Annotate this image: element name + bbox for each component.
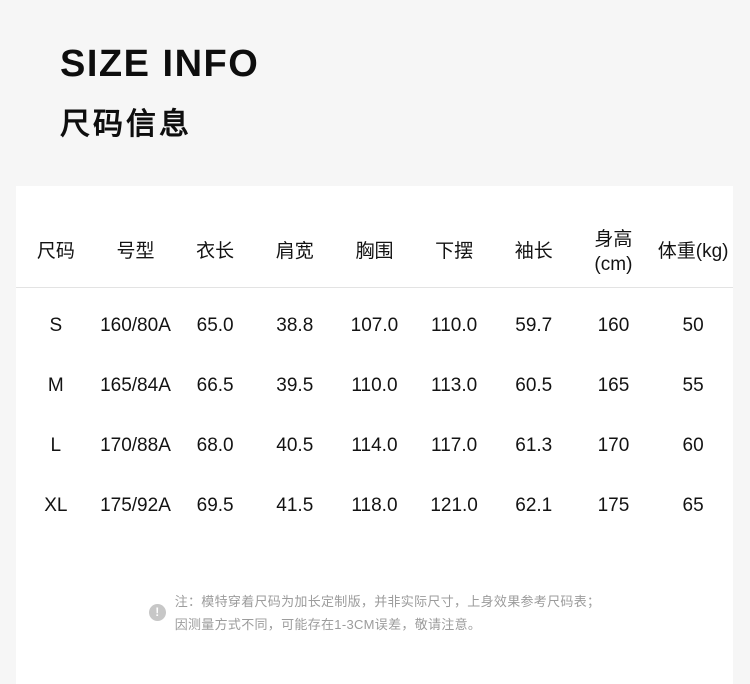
size-table-body: S 160/80A 65.0 38.8 107.0 110.0 59.7 160… [16, 288, 733, 536]
cell-length: 65.0 [196, 314, 234, 336]
cell-weight: 50 [682, 314, 704, 336]
size-table-header: 尺码 号型 衣长 肩宽 胸围 下摆 袖长 身高 (cm) 体重(kg) [16, 185, 733, 289]
cell-height: 175 [597, 494, 630, 516]
footnote-line-2: 因测量方式不同，可能存在1-3CM误差，敬请注意。 [174, 616, 482, 632]
cell-shoulder: 40.5 [276, 434, 314, 456]
footnote-text: 注：模特穿着尺码为加长定制版，并非实际尺寸，上身效果参考尺码表； 因测量方式不同… [175, 590, 601, 636]
cell-weight: 65 [682, 494, 704, 516]
cell-sleeve: 61.3 [515, 434, 553, 456]
col-header-height-line2: (cm) [594, 253, 633, 275]
col-header-weight: 体重(kg) [653, 185, 733, 289]
col-header-sleeve: 袖长 [493, 185, 574, 289]
cell-sleeve: 62.1 [515, 494, 553, 516]
cell-shoulder: 41.5 [276, 494, 314, 516]
cell-weight: 60 [682, 434, 704, 456]
cell-sleeve: 59.7 [515, 314, 553, 336]
cell-length: 66.5 [196, 374, 234, 396]
table-row-m: M 165/84A 66.5 39.5 110.0 113.0 60.5 165… [16, 356, 733, 416]
cell-model: 175/92A [100, 494, 171, 516]
cell-height: 160 [597, 314, 630, 336]
cell-size: M [47, 374, 64, 396]
col-header-size: 尺码 [16, 185, 96, 289]
cell-sleeve: 60.5 [515, 374, 553, 396]
cell-shoulder: 38.8 [276, 314, 314, 336]
col-header-height: 身高 (cm) [573, 185, 654, 289]
table-row-s: S 160/80A 65.0 38.8 107.0 110.0 59.7 160… [16, 288, 733, 356]
cell-hem: 113.0 [431, 374, 478, 396]
table-row-xl: XL 175/92A 69.5 41.5 118.0 121.0 62.1 17… [16, 476, 733, 536]
size-table: 尺码 号型 衣长 肩宽 胸围 下摆 袖长 身高 (cm) 体重(kg) S 16… [16, 185, 733, 536]
cell-length: 69.5 [196, 494, 234, 516]
cell-size: XL [44, 494, 68, 516]
col-header-hem: 下摆 [414, 185, 494, 289]
cell-chest: 114.0 [351, 434, 398, 456]
cell-hem: 117.0 [431, 434, 478, 456]
cell-hem: 121.0 [430, 494, 478, 516]
page-title-zh: 尺码信息 [60, 107, 192, 141]
cell-height: 170 [597, 434, 630, 456]
cell-chest: 110.0 [351, 374, 398, 396]
cell-size: S [49, 314, 63, 336]
cell-model: 160/80A [100, 314, 171, 336]
col-header-chest: 胸围 [334, 185, 415, 289]
cell-model: 165/84A [100, 374, 171, 396]
cell-size: L [50, 434, 62, 456]
cell-shoulder: 39.5 [276, 374, 314, 396]
footnote: ! 注：模特穿着尺码为加长定制版，并非实际尺寸，上身效果参考尺码表； 因测量方式… [16, 590, 733, 636]
col-header-shoulder: 肩宽 [254, 185, 335, 289]
size-info-card: 尺码 号型 衣长 肩宽 胸围 下摆 袖长 身高 (cm) 体重(kg) S 16… [16, 185, 733, 684]
page-title-en: SIZE INFO [60, 43, 260, 85]
col-header-model: 号型 [95, 185, 176, 289]
cell-chest: 118.0 [351, 494, 398, 516]
title-section: SIZE INFO 尺码信息 [0, 0, 750, 141]
col-header-height-line1: 身高 [594, 228, 633, 250]
cell-weight: 55 [682, 374, 704, 396]
header-row: 尺码 号型 衣长 肩宽 胸围 下摆 袖长 身高 (cm) 体重(kg) [16, 185, 733, 289]
cell-height: 165 [597, 374, 630, 396]
col-header-length: 衣长 [175, 185, 255, 289]
table-row-l: L 170/88A 68.0 40.5 114.0 117.0 61.3 170… [16, 416, 733, 476]
cell-hem: 110.0 [431, 314, 478, 336]
footnote-line-1: 注：模特穿着尺码为加长定制版，并非实际尺寸，上身效果参考尺码表； [174, 593, 601, 609]
exclamation-circle-icon: ! [148, 604, 166, 622]
cell-model: 170/88A [100, 434, 171, 456]
cell-length: 68.0 [196, 434, 234, 456]
cell-chest: 107.0 [350, 314, 399, 336]
